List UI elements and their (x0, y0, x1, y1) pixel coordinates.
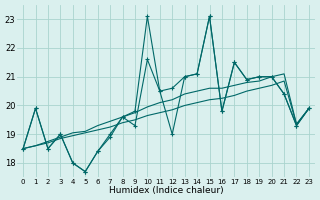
X-axis label: Humidex (Indice chaleur): Humidex (Indice chaleur) (109, 186, 223, 195)
